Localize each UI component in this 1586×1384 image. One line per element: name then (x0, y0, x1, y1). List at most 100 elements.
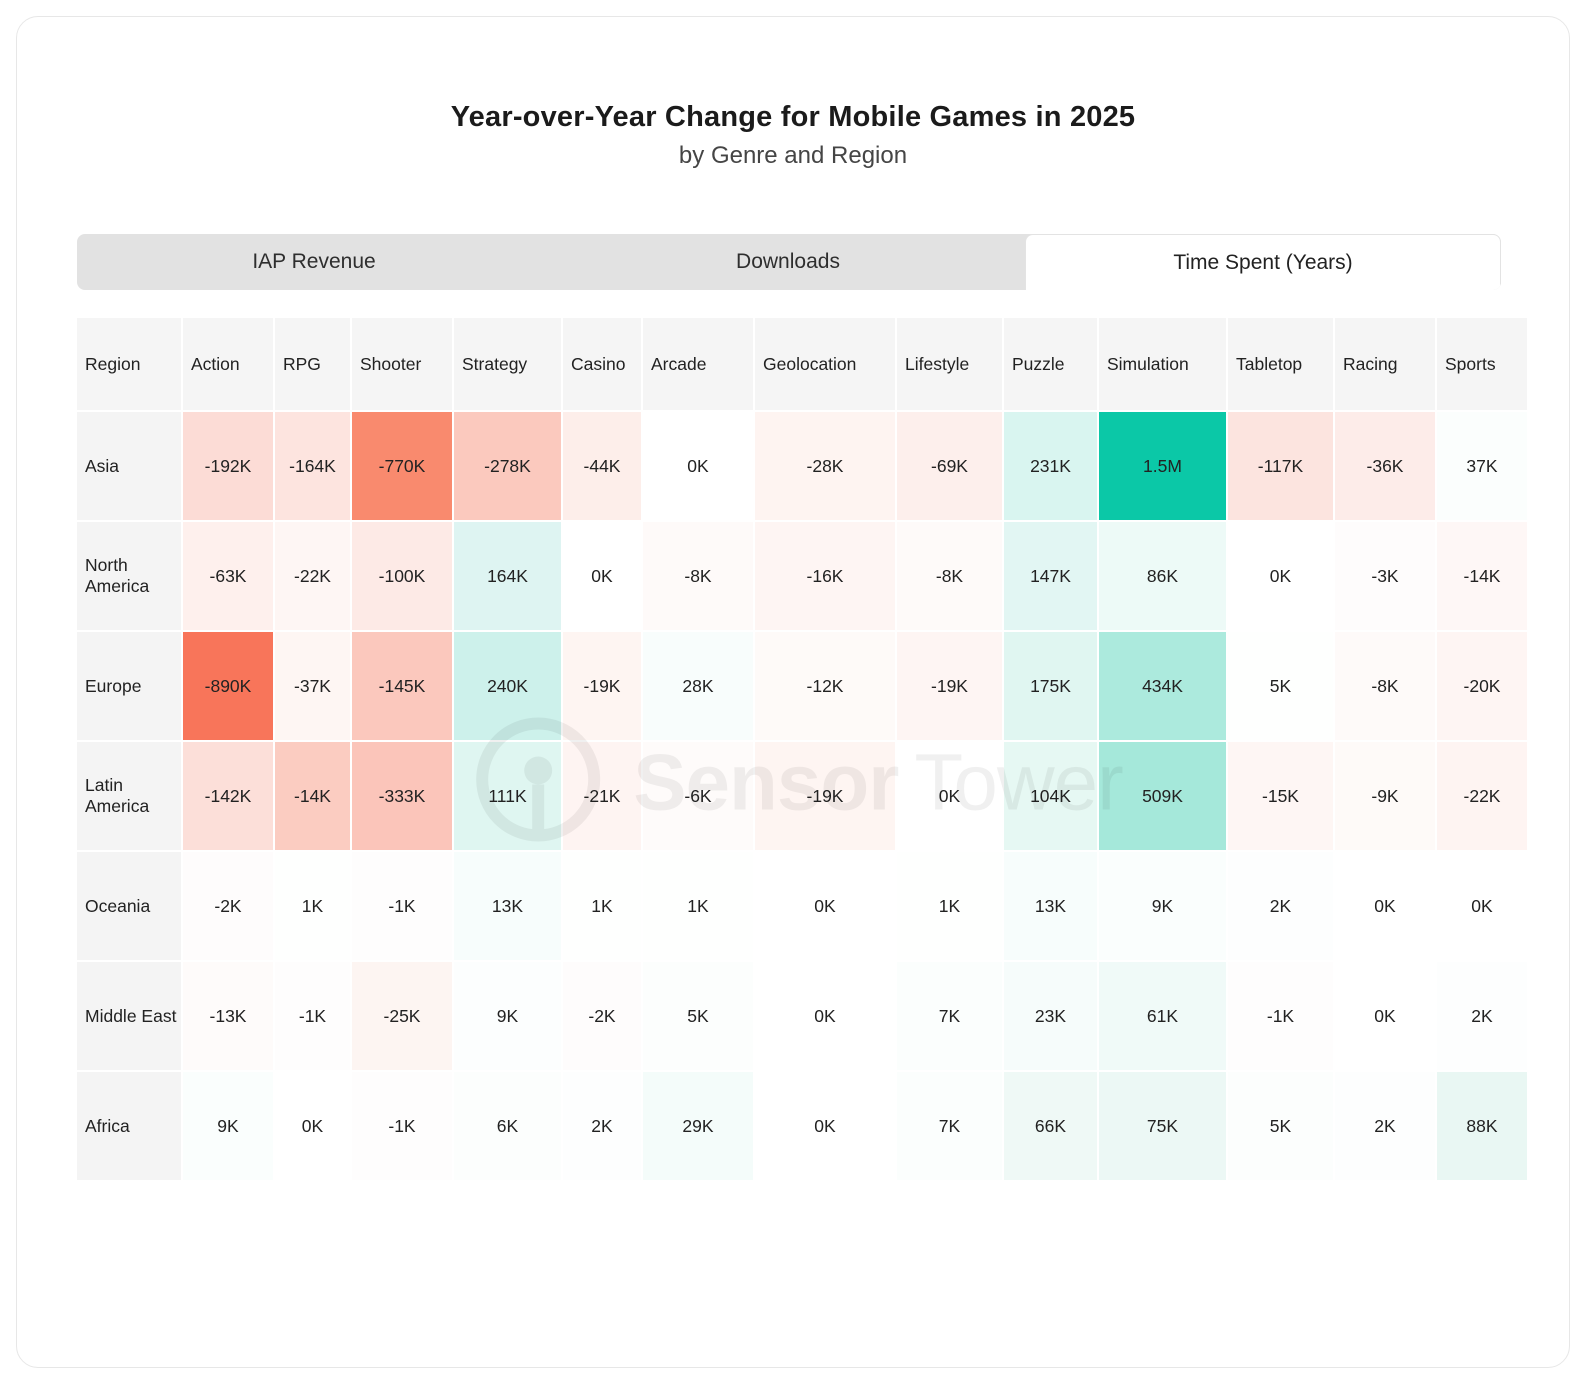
heatmap-cell: -9K (1335, 742, 1435, 850)
tab-iap-revenue[interactable]: IAP Revenue (252, 250, 376, 273)
table-row: Latin America -142K -14K -333K 111K -21K -6K -1… (77, 742, 1527, 850)
column-header-region: Region (77, 318, 181, 410)
heatmap-cell: -770K (352, 412, 452, 520)
heatmap-cell: 37K (1437, 412, 1527, 520)
heatmap-cell: 86K (1099, 522, 1226, 630)
heatmap-cell: -8K (643, 522, 753, 630)
table-row: Africa 9K 0K -1K 6K 2K 29K 0K 7K 66K 75K 5K 2K 88K (77, 1072, 1527, 1180)
column-header-lifestyle: Lifestyle (897, 318, 1002, 410)
heatmap-cell: -145K (352, 632, 452, 740)
heatmap-cell: -19K (897, 632, 1002, 740)
heatmap-cell: -21K (563, 742, 641, 850)
column-header-racing: Racing (1335, 318, 1435, 410)
heatmap-cell: 509K (1099, 742, 1226, 850)
heatmap-cell: 240K (454, 632, 561, 740)
heatmap-cell: -192K (183, 412, 273, 520)
heatmap-cell: 28K (643, 632, 753, 740)
region-cell: Latin America (77, 742, 181, 850)
heatmap-cell: 9K (1099, 852, 1226, 960)
heatmap-cell: -2K (183, 852, 273, 960)
heatmap-cell: -164K (275, 412, 350, 520)
heatmap-cell: 2K (1437, 962, 1527, 1070)
metric-tab-bar: IAP Revenue Downloads Time Spent (Years) (77, 234, 1501, 290)
heatmap-cell: -44K (563, 412, 641, 520)
heatmap-cell: 2K (1228, 852, 1333, 960)
region-cell: Oceania (77, 852, 181, 960)
tab-time-spent[interactable]: Time Spent (Years) (1025, 234, 1501, 290)
column-header-sports: Sports (1437, 318, 1527, 410)
column-header-simulation: Simulation (1099, 318, 1226, 410)
table-row: North America -63K -22K -100K 164K 0K -8K -16K -… (77, 522, 1527, 630)
heatmap-cell: -142K (183, 742, 273, 850)
heatmap-table-container: Region Action RPG Shooter Strategy Casino Arca… (75, 316, 1527, 1182)
heatmap-cell: 23K (1004, 962, 1097, 1070)
heatmap-cell: -1K (352, 852, 452, 960)
heatmap-cell: -100K (352, 522, 452, 630)
table-row: Europe -890K -37K -145K 240K -19K 28K -12K -19K 1… (77, 632, 1527, 740)
heatmap-cell: -19K (755, 742, 895, 850)
page-title: Year-over-Year Change for Mobile Games i… (450, 101, 1136, 133)
heatmap-cell: 164K (454, 522, 561, 630)
heatmap-cell: 5K (643, 962, 753, 1070)
heatmap-cell: 75K (1099, 1072, 1226, 1180)
heatmap-cell: -2K (563, 962, 641, 1070)
heatmap-cell: 13K (1004, 852, 1097, 960)
column-header-rpg: RPG (275, 318, 350, 410)
region-cell: Asia (77, 412, 181, 520)
heatmap-cell: -12K (755, 632, 895, 740)
heatmap-cell: 175K (1004, 632, 1097, 740)
heatmap-cell: 0K (1335, 962, 1435, 1070)
chart-card: Year-over-Year Change for Mobile Games i… (16, 16, 1570, 1368)
column-header-strategy: Strategy (454, 318, 561, 410)
column-header-casino: Casino (563, 318, 641, 410)
heatmap-cell: -278K (454, 412, 561, 520)
heatmap-cell: 1.5M (1099, 412, 1226, 520)
heatmap-cell: 2K (1335, 1072, 1435, 1180)
heatmap-cell: 0K (755, 852, 895, 960)
heatmap-cell: -69K (897, 412, 1002, 520)
heatmap-cell: 13K (454, 852, 561, 960)
heatmap-cell: 231K (1004, 412, 1097, 520)
heatmap-cell: 147K (1004, 522, 1097, 630)
heatmap-cell: -8K (1335, 632, 1435, 740)
heatmap-cell: -22K (275, 522, 350, 630)
heatmap-cell: -20K (1437, 632, 1527, 740)
column-header-tabletop: Tabletop (1228, 318, 1333, 410)
heatmap-cell: 9K (454, 962, 561, 1070)
heatmap-cell: -14K (275, 742, 350, 850)
heatmap-cell: 5K (1228, 1072, 1333, 1180)
heatmap-cell: -3K (1335, 522, 1435, 630)
heatmap-cell: 1K (563, 852, 641, 960)
heatmap-cell: -15K (1228, 742, 1333, 850)
heatmap-cell: 7K (897, 962, 1002, 1070)
heatmap-cell: -14K (1437, 522, 1527, 630)
heatmap-cell: 104K (1004, 742, 1097, 850)
header-row: Region Action RPG Shooter Strategy Casino Arca… (77, 318, 1527, 410)
heatmap-cell: 29K (643, 1072, 753, 1180)
column-header-puzzle: Puzzle (1004, 318, 1097, 410)
heatmap-cell: -8K (897, 522, 1002, 630)
heatmap-cell: 434K (1099, 632, 1226, 740)
heatmap-cell: 9K (183, 1072, 273, 1180)
heatmap-cell: 1K (643, 852, 753, 960)
table-row: Oceania -2K 1K -1K 13K 1K 1K 0K 1K 13K 9K 2K 0K 0K (77, 852, 1527, 960)
table-row: Asia -192K -164K -770K -278K -44K 0K -28K -69K 23… (77, 412, 1527, 520)
column-header-action: Action (183, 318, 273, 410)
heatmap-cell: 7K (897, 1072, 1002, 1180)
heatmap-cell: -1K (1228, 962, 1333, 1070)
heatmap-cell: 0K (643, 412, 753, 520)
region-cell: North America (77, 522, 181, 630)
tab-downloads[interactable]: Downloads (736, 250, 840, 273)
heatmap-cell: -16K (755, 522, 895, 630)
region-cell: Europe (77, 632, 181, 740)
column-header-shooter: Shooter (352, 318, 452, 410)
heatmap-cell: 111K (454, 742, 561, 850)
page-subtitle: by Genre and Region (678, 142, 908, 169)
heatmap-cell: 2K (563, 1072, 641, 1180)
heatmap-cell: -6K (643, 742, 753, 850)
table-row: Middle East -13K -1K -25K 9K -2K 5K 0K 7K 23K 61K -… (77, 962, 1527, 1070)
heatmap-cell: 0K (1437, 852, 1527, 960)
heatmap-cell: 88K (1437, 1072, 1527, 1180)
heatmap-cell: 61K (1099, 962, 1226, 1070)
heatmap-cell: -28K (755, 412, 895, 520)
